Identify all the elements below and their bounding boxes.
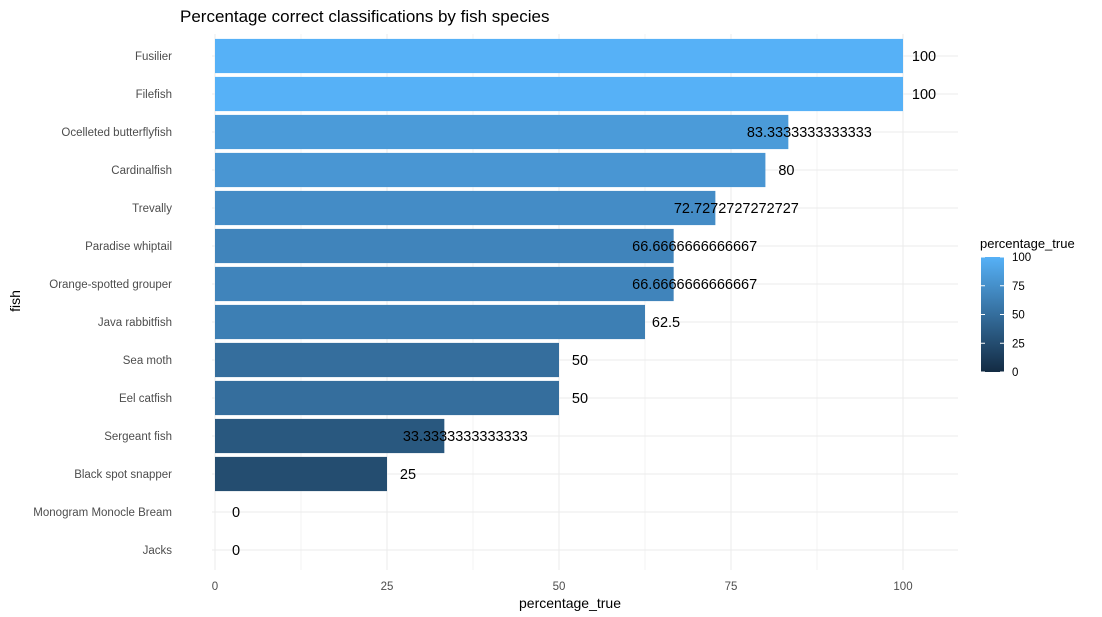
bar (215, 38, 903, 74)
data-label: 33.3333333333333 (403, 429, 528, 445)
data-label: 83.3333333333333 (747, 125, 872, 141)
legend-tick-label: 25 (1012, 338, 1025, 350)
y-axis-title: fish (7, 290, 23, 312)
bar (215, 152, 766, 188)
bar (215, 418, 445, 454)
x-tick-label: 50 (553, 581, 566, 593)
bar (215, 304, 645, 340)
x-tick-label: 75 (725, 581, 738, 593)
x-tick-label: 25 (381, 581, 394, 593)
y-tick-label: Sergeant fish (104, 431, 172, 443)
legend: percentage_true 100 75 50 25 0 (980, 236, 1075, 379)
y-tick-label: Paradise whiptail (85, 241, 172, 253)
bars (215, 38, 903, 492)
y-tick-label: Eel catfish (119, 393, 172, 405)
data-label: 72.7272727272727 (674, 201, 799, 217)
data-label: 25 (400, 467, 416, 483)
legend-colorbar (981, 257, 1004, 372)
bar (215, 342, 559, 378)
bar (215, 228, 674, 264)
bar (215, 114, 789, 150)
y-tick-label: Jacks (143, 545, 173, 557)
data-label: 100 (912, 49, 936, 65)
x-axis-tick-labels: 0 25 50 75 100 (212, 581, 913, 593)
y-tick-label: Java rabbitfish (98, 317, 172, 329)
data-label: 50 (572, 353, 588, 369)
bar (215, 456, 387, 492)
y-tick-label: Monogram Monocle Bream (33, 507, 172, 519)
legend-tick-label: 0 (1012, 367, 1018, 379)
x-axis-title: percentage_true (519, 595, 621, 611)
data-label: 0 (232, 543, 240, 559)
chart-title: Percentage correct classifications by fi… (180, 7, 549, 26)
data-label: 0 (232, 505, 240, 521)
data-label: 62.5 (652, 315, 680, 331)
legend-ticks: 100 75 50 25 0 (981, 252, 1031, 379)
bar (215, 190, 716, 226)
bar (215, 266, 674, 302)
legend-tick-label: 75 (1012, 281, 1025, 293)
data-label: 100 (912, 87, 936, 103)
y-tick-label: Orange-spotted grouper (49, 279, 172, 291)
bar (215, 76, 903, 112)
data-label: 80 (778, 163, 794, 179)
data-label: 50 (572, 391, 588, 407)
legend-tick-label: 100 (1012, 252, 1031, 264)
data-label: 66.6666666666667 (632, 277, 757, 293)
x-tick-label: 0 (212, 581, 218, 593)
y-tick-label: Black spot snapper (74, 469, 172, 481)
legend-title: percentage_true (980, 236, 1075, 251)
data-label: 66.6666666666667 (632, 239, 757, 255)
y-tick-label: Cardinalfish (111, 165, 172, 177)
y-tick-label: Fusilier (135, 51, 172, 63)
y-tick-label: Trevally (132, 203, 172, 215)
y-axis-tick-labels: Fusilier Filefish Ocelleted butterflyfish C… (33, 51, 172, 557)
y-tick-label: Sea moth (123, 355, 172, 367)
bar (215, 380, 559, 416)
x-tick-label: 100 (893, 581, 912, 593)
legend-tick-label: 50 (1012, 310, 1025, 322)
y-tick-label: Ocelleted butterflyfish (61, 127, 172, 139)
data-labels: 100 100 83.3333333333333 80 72.7272727272727… (232, 49, 936, 559)
y-tick-label: Filefish (136, 89, 172, 101)
